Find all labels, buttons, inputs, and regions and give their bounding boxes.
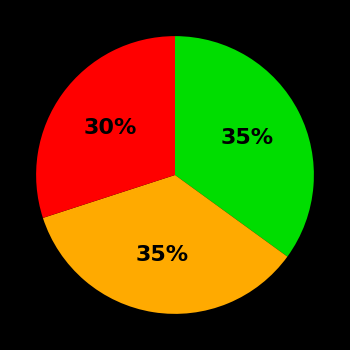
Wedge shape bbox=[175, 36, 314, 257]
Text: 35%: 35% bbox=[220, 128, 273, 148]
Text: 35%: 35% bbox=[136, 245, 189, 265]
Text: 30%: 30% bbox=[83, 118, 136, 138]
Wedge shape bbox=[36, 36, 175, 218]
Wedge shape bbox=[43, 175, 287, 314]
